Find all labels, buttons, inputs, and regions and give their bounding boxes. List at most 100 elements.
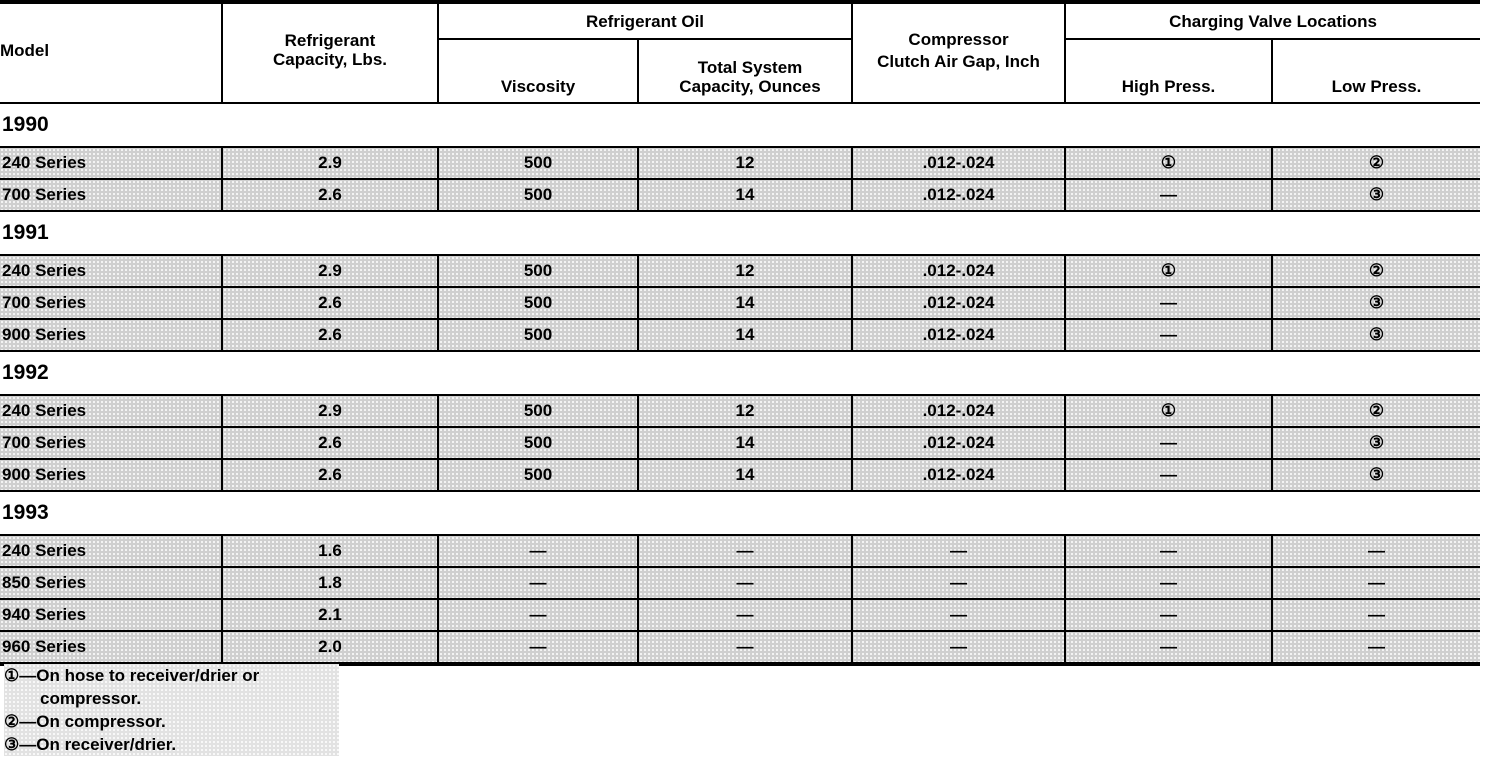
cell-clutch-air-gap: — — [851, 631, 1065, 666]
cell-total-system-capacity: 14 — [637, 319, 852, 352]
cell-low-press-valve: ③ — [1270, 179, 1481, 212]
cell-refrigerant-capacity: 2.0 — [221, 631, 438, 666]
header-charging-valve-locations: Charging Valve Locations — [1063, 0, 1481, 40]
cell-model: 940 Series — [0, 599, 222, 632]
cell-high-press-valve: — — [1064, 599, 1272, 632]
year-label: 1992 — [0, 351, 1481, 396]
cell-clutch-air-gap: .012-.024 — [851, 395, 1065, 428]
cell-low-press-valve: ③ — [1270, 459, 1481, 492]
cell-low-press-valve: ② — [1270, 147, 1481, 180]
table-row: 700 Series 2.6 500 14.012-.024— ③ — [0, 427, 1481, 460]
footnote-1: ①—On hose to receiver/drier or — [4, 666, 260, 685]
cell-clutch-air-gap: .012-.024 — [851, 427, 1065, 460]
cell-total-system-capacity: 14 — [637, 427, 852, 460]
cell-low-press-valve: — — [1270, 631, 1481, 666]
cell-refrigerant-capacity: 2.6 — [221, 179, 438, 212]
table-row: 240 Series 2.9 500 12.012-.024 ① ② — [0, 255, 1481, 288]
header-high-press: High Press. — [1064, 39, 1272, 104]
cell-refrigerant-capacity: 2.9 — [221, 255, 438, 288]
cell-total-system-capacity: — — [637, 599, 852, 632]
year-label: 1990 — [0, 103, 1481, 148]
cell-viscosity: — — [437, 535, 638, 568]
cell-model: 700 Series — [0, 427, 222, 460]
cell-refrigerant-capacity: 2.9 — [221, 395, 438, 428]
cell-model: 240 Series — [0, 255, 222, 288]
cell-low-press-valve: — — [1270, 567, 1481, 600]
cell-total-system-capacity: 12 — [637, 147, 852, 180]
table-row: 900 Series 2.6 500 14.012-.024— ③ — [0, 319, 1481, 352]
cell-model: 960 Series — [0, 631, 222, 666]
cell-low-press-valve: ③ — [1270, 319, 1481, 352]
cell-total-system-capacity: — — [637, 535, 852, 568]
cell-total-system-capacity: 14 — [637, 459, 852, 492]
header-refrigerant-oil: Refrigerant Oil — [437, 0, 852, 40]
cell-model: 240 Series — [0, 395, 222, 428]
year-label: 1991 — [0, 211, 1481, 256]
header-refrigerant-capacity: Refrigerant Capacity, Lbs. — [221, 0, 438, 104]
cell-clutch-air-gap: .012-.024 — [851, 459, 1065, 492]
cell-viscosity: 500 — [437, 395, 638, 428]
cell-refrigerant-capacity: 2.6 — [221, 459, 438, 492]
year-row: 1991 — [0, 211, 1481, 256]
cell-refrigerant-capacity: 2.9 — [221, 147, 438, 180]
cell-high-press-valve: — — [1064, 535, 1272, 568]
cell-high-press-valve: ① — [1064, 255, 1272, 288]
cell-clutch-air-gap: .012-.024 — [851, 147, 1065, 180]
cell-viscosity: — — [437, 567, 638, 600]
cell-clutch-air-gap: — — [851, 535, 1065, 568]
cell-model: 700 Series — [0, 287, 222, 320]
header-viscosity: Viscosity — [437, 39, 638, 104]
table-row: 240 Series 2.9 500 12.012-.024 ① ② — [0, 395, 1481, 428]
cell-model: 240 Series — [0, 535, 222, 568]
footnote-3: ③—On receiver/drier. — [4, 735, 177, 754]
cell-refrigerant-capacity: 1.6 — [221, 535, 438, 568]
table-row: 850 Series 1.8— — — — — — [0, 567, 1481, 600]
cell-low-press-valve: — — [1270, 535, 1481, 568]
cell-model: 900 Series — [0, 459, 222, 492]
cell-high-press-valve: — — [1064, 459, 1272, 492]
cell-total-system-capacity: — — [637, 631, 852, 666]
footnotes: ①—On hose to receiver/drier or compresso… — [4, 664, 340, 756]
cell-high-press-valve: — — [1064, 427, 1272, 460]
cell-viscosity: — — [437, 599, 638, 632]
table-body: 1990 240 Series 2.9 500 12.012-.024 ① ② 700 Ser… — [0, 103, 1481, 666]
cell-low-press-valve: ③ — [1270, 287, 1481, 320]
table-row: 240 Series 1.6— — — — — — [0, 535, 1481, 568]
cell-clutch-air-gap: — — [851, 567, 1065, 600]
cell-low-press-valve: — — [1270, 599, 1481, 632]
cell-model: 850 Series — [0, 567, 222, 600]
header-model: Model — [0, 0, 222, 104]
table-row: 700 Series 2.6 500 14.012-.024— ③ — [0, 179, 1481, 212]
cell-refrigerant-capacity: 2.6 — [221, 427, 438, 460]
cell-low-press-valve: ② — [1270, 255, 1481, 288]
cell-total-system-capacity: 12 — [637, 255, 852, 288]
footnote-2: ②—On compressor. — [4, 712, 166, 731]
specifications-table-container: Model Refrigerant Capacity, Lbs. Refrige… — [0, 0, 1481, 666]
cell-viscosity: 500 — [437, 179, 638, 212]
cell-high-press-valve: ① — [1064, 147, 1272, 180]
header-total-system-capacity: Total System Capacity, Ounces — [637, 39, 852, 104]
cell-total-system-capacity: 14 — [637, 287, 852, 320]
cell-high-press-valve: ① — [1064, 395, 1272, 428]
table-row: 900 Series 2.6 500 14.012-.024— ③ — [0, 459, 1481, 492]
footnote-1-continued: compressor. — [40, 689, 142, 708]
cell-clutch-air-gap: .012-.024 — [851, 255, 1065, 288]
cell-model: 240 Series — [0, 147, 222, 180]
cell-high-press-valve: — — [1064, 631, 1272, 666]
year-label: 1993 — [0, 491, 1481, 536]
cell-model: 700 Series — [0, 179, 222, 212]
cell-low-press-valve: ② — [1270, 395, 1481, 428]
cell-refrigerant-capacity: 2.1 — [221, 599, 438, 632]
cell-clutch-air-gap: .012-.024 — [851, 319, 1065, 352]
cell-model: 900 Series — [0, 319, 222, 352]
cell-clutch-air-gap: .012-.024 — [851, 179, 1065, 212]
cell-viscosity: 500 — [437, 459, 638, 492]
year-row: 1993 — [0, 491, 1481, 536]
year-row: 1992 — [0, 351, 1481, 396]
cell-viscosity: — — [437, 631, 638, 666]
cell-high-press-valve: — — [1064, 179, 1272, 212]
header-compressor-line2: Clutch Air Gap, Inch — [877, 51, 1040, 71]
cell-refrigerant-capacity: 2.6 — [221, 319, 438, 352]
cell-low-press-valve: ③ — [1270, 427, 1481, 460]
cell-clutch-air-gap: .012-.024 — [851, 287, 1065, 320]
